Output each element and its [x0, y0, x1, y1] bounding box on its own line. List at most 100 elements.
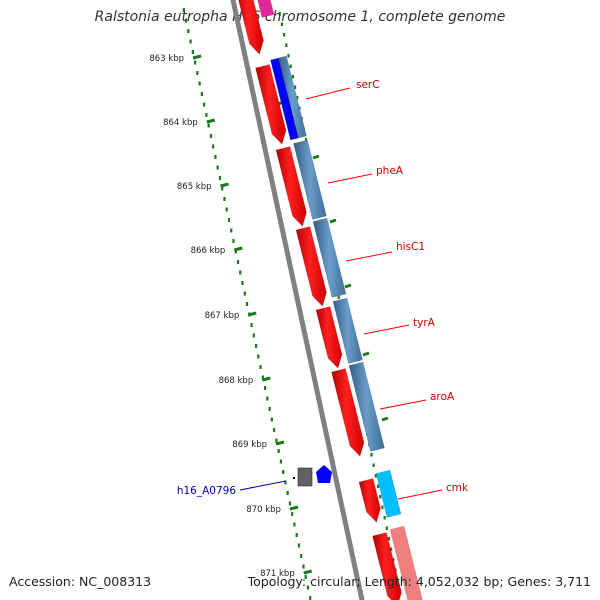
leader-line — [239, 480, 287, 491]
cds-forward-7[interactable] — [358, 478, 381, 523]
major-tick — [275, 440, 285, 446]
major-tick — [192, 54, 202, 60]
cds-forward-3[interactable] — [275, 146, 307, 227]
ruler-dot — [198, 81, 201, 86]
ruler-dot — [225, 207, 228, 212]
ruler-dot — [223, 197, 226, 201]
minor-tick — [285, 43, 288, 47]
gene-block-serc[interactable] — [278, 55, 307, 139]
leader-line — [345, 251, 393, 262]
ruler-dot — [270, 417, 273, 422]
ruler-dot — [234, 249, 237, 254]
ruler-dot — [254, 344, 258, 348]
minor-tick — [370, 453, 373, 457]
gene-block-magenta[interactable] — [254, 0, 275, 18]
ruler-dot — [245, 302, 249, 306]
feature-tick — [381, 416, 389, 422]
minor-tick — [304, 138, 308, 142]
leader-line — [305, 87, 351, 100]
ruler-dot — [295, 533, 298, 537]
ruler-dot — [241, 281, 244, 285]
kbp-tick-label: 871 kbp — [260, 569, 295, 579]
accession-text: Accession: NC_008313 — [9, 574, 152, 589]
ruler-dot — [300, 554, 303, 558]
ruler-dot — [236, 260, 240, 264]
gene-label-aroa[interactable]: aroA — [430, 391, 455, 403]
ruler-dot — [306, 585, 310, 590]
cds-forward-6[interactable] — [331, 368, 365, 457]
ruler-dot — [282, 470, 285, 474]
kbp-tick-label: 866 kbp — [191, 246, 226, 256]
kbp-tick-label: 867 kbp — [205, 311, 240, 321]
ruler-dot — [268, 407, 271, 411]
ruler-dot — [263, 386, 267, 390]
major-tick — [233, 246, 243, 252]
gene-labels[interactable]: serC pheA hisC1 tyrA aroA cmk h16_A0796 — [177, 79, 469, 500]
misc-feature-gray[interactable] — [297, 467, 313, 487]
gene-block-light[interactable] — [389, 525, 423, 600]
minor-tick — [376, 484, 380, 488]
ruler-dot — [288, 501, 292, 506]
minor-tick — [337, 295, 340, 299]
ruler-dot — [218, 176, 222, 180]
leader-line — [363, 324, 410, 335]
cds-forward-4[interactable] — [295, 226, 327, 307]
minor-tick — [278, 12, 281, 16]
minor-tick — [381, 505, 384, 509]
gene-label-tyra[interactable]: tyrA — [413, 317, 436, 329]
ruler-dot — [216, 165, 219, 170]
ruler-dot — [209, 134, 213, 138]
gene-label-phea[interactable]: pheA — [376, 165, 404, 177]
ruler-dot — [243, 291, 246, 296]
minor-tick — [287, 54, 290, 58]
ruler-dot — [261, 375, 264, 380]
major-tick — [261, 376, 271, 382]
cds-forward-2[interactable] — [255, 64, 287, 145]
gene-block-2[interactable] — [312, 217, 347, 298]
feature-tick — [362, 351, 370, 357]
ruler-dot — [257, 354, 260, 359]
ruler-dot — [279, 459, 282, 464]
ruler-dot — [194, 60, 197, 65]
ruler-dot — [252, 333, 255, 338]
minor-tick — [283, 33, 286, 37]
gene-block-cmk[interactable] — [375, 469, 402, 518]
gene-label-serc[interactable]: serC — [356, 79, 380, 91]
minor-tick — [387, 537, 391, 541]
leader-line — [397, 489, 443, 500]
gene-label-cmk[interactable]: cmk — [446, 482, 469, 494]
ruler-dot — [266, 396, 269, 401]
cds-forward-1[interactable] — [236, 0, 264, 55]
gene-block-3[interactable] — [332, 297, 363, 364]
major-tick — [206, 118, 216, 124]
feature-track[interactable] — [236, 0, 423, 600]
gene-block-1[interactable] — [293, 139, 327, 220]
minor-tick — [289, 64, 292, 68]
kbp-tick-label: 868 kbp — [219, 376, 254, 386]
gene-block-4[interactable] — [348, 361, 385, 452]
gene-label-hisc1[interactable]: hisC1 — [396, 241, 425, 253]
ruler-dot — [221, 186, 224, 191]
cds-forward-8[interactable] — [372, 532, 402, 600]
ruler-dot — [227, 218, 231, 222]
ruler-dot — [232, 239, 235, 243]
leader-line — [327, 173, 373, 184]
ruler-dot — [207, 123, 210, 128]
ruler-dot — [284, 480, 287, 485]
gene-label-h16_a0796[interactable]: h16_A0796 — [177, 485, 236, 497]
misc-feature-dot — [293, 477, 295, 479]
misc-feature-blue[interactable] — [316, 465, 332, 483]
kbp-tick-label: 869 kbp — [232, 440, 267, 450]
kbp-tick-label: 865 kbp — [177, 182, 212, 192]
minor-tick — [280, 22, 284, 26]
genome-summary-text: Topology: circular; Length: 4,052,032 bp… — [247, 574, 591, 589]
cds-forward-5[interactable] — [315, 306, 343, 369]
ruler-dot — [196, 71, 199, 75]
ruler-dot — [184, 18, 188, 23]
ruler-dot — [212, 144, 215, 149]
major-tick — [303, 569, 313, 575]
ruler-dot — [302, 564, 305, 569]
minor-tick — [385, 526, 388, 530]
feature-tick — [312, 154, 320, 160]
